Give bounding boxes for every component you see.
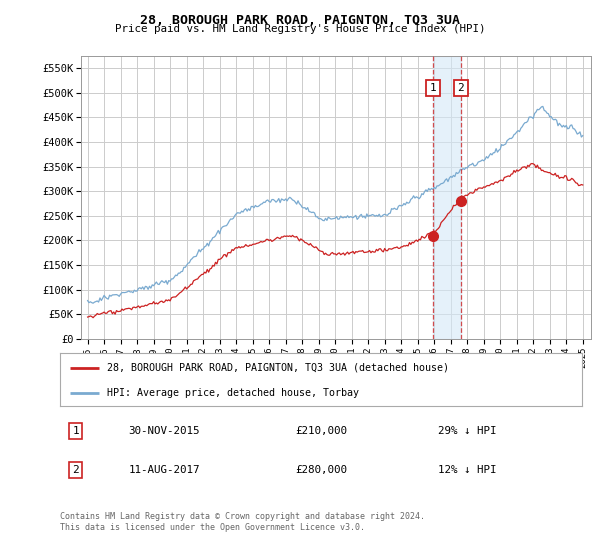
- Text: 1: 1: [430, 83, 436, 93]
- Text: 12% ↓ HPI: 12% ↓ HPI: [438, 465, 496, 475]
- Text: Contains HM Land Registry data © Crown copyright and database right 2024.
This d: Contains HM Land Registry data © Crown c…: [60, 512, 425, 532]
- Text: HPI: Average price, detached house, Torbay: HPI: Average price, detached house, Torb…: [107, 388, 359, 398]
- Text: 28, BOROUGH PARK ROAD, PAIGNTON, TQ3 3UA: 28, BOROUGH PARK ROAD, PAIGNTON, TQ3 3UA: [140, 14, 460, 27]
- Text: 28, BOROUGH PARK ROAD, PAIGNTON, TQ3 3UA (detached house): 28, BOROUGH PARK ROAD, PAIGNTON, TQ3 3UA…: [107, 363, 449, 373]
- Text: £280,000: £280,000: [295, 465, 347, 475]
- Text: 11-AUG-2017: 11-AUG-2017: [128, 465, 200, 475]
- Bar: [433, 56, 461, 339]
- Text: 30-NOV-2015: 30-NOV-2015: [128, 426, 200, 436]
- Text: 29% ↓ HPI: 29% ↓ HPI: [438, 426, 496, 436]
- Text: Price paid vs. HM Land Registry's House Price Index (HPI): Price paid vs. HM Land Registry's House …: [115, 24, 485, 34]
- Text: 1: 1: [72, 426, 79, 436]
- Text: £210,000: £210,000: [295, 426, 347, 436]
- Text: 2: 2: [72, 465, 79, 475]
- Text: 2: 2: [458, 83, 464, 93]
